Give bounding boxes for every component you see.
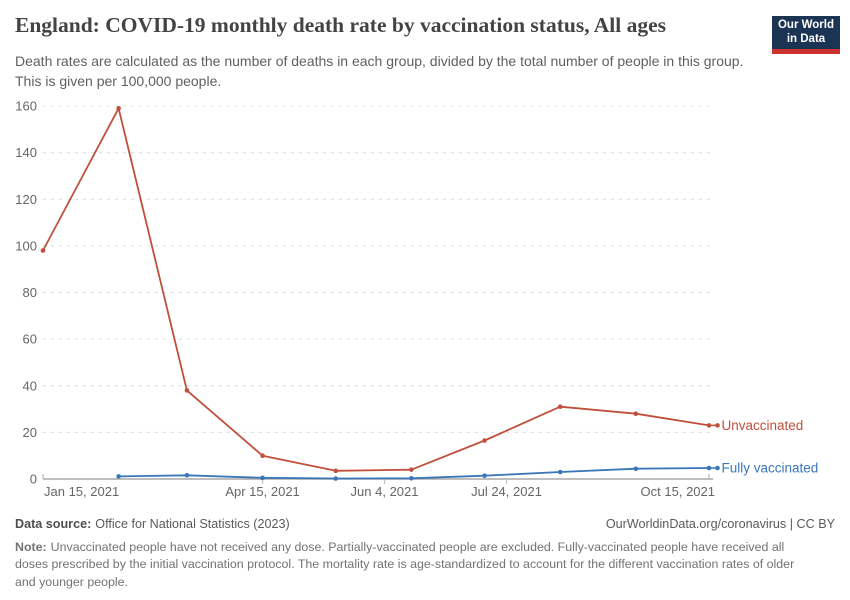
series-label-unvaccinated: Unvaccinated (722, 418, 804, 433)
series-line-unvaccinated (42, 107, 710, 472)
x-tick-label: Jul 24, 2021 (471, 484, 542, 499)
data-point-unvaccinated (40, 248, 46, 253)
owid-logo-line2: in Data (786, 32, 826, 45)
page-title: England: COVID-19 monthly death rate by … (15, 13, 667, 37)
label-dot-fully-vaccinated (715, 465, 720, 471)
y-tick-label: 100 (15, 238, 37, 253)
data-source-text: Office for National Statistics (2023) (95, 517, 290, 531)
y-tick-label: 0 (30, 472, 37, 487)
x-tick-label: Jun 4, 2021 (351, 484, 419, 499)
owid-logo[interactable]: Our World in Data (772, 16, 840, 54)
y-tick-label: 140 (15, 145, 37, 160)
note-text: Unvaccinated people have not received an… (15, 540, 795, 589)
y-tick-label: 80 (23, 285, 37, 300)
data-point-fully-vaccinated (116, 474, 121, 479)
footer-note: Note: Unvaccinated people have not receiv… (15, 539, 817, 591)
x-tick-label: Oct 15, 2021 (641, 484, 715, 499)
note-label: Note: (15, 540, 47, 554)
data-point-unvaccinated (482, 438, 487, 443)
data-point-unvaccinated (633, 411, 639, 417)
label-dot-unvaccinated (715, 423, 720, 428)
data-point-fully-vaccinated (557, 469, 563, 475)
y-tick-label: 160 (15, 99, 37, 114)
y-tick-label: 20 (23, 425, 37, 440)
footer-source-row: Data source: Office for National Statisti… (15, 517, 835, 531)
owid-logo-line1: Our World (777, 19, 834, 31)
data-point-fully-vaccinated (260, 475, 265, 481)
data-point-fully-vaccinated (409, 476, 414, 481)
data-source-label: Data source: (15, 517, 92, 531)
footer-separator: | (786, 517, 797, 531)
data-point-unvaccinated (116, 106, 121, 111)
x-tick-label: Apr 15, 2021 (225, 484, 299, 499)
data-point-unvaccinated (557, 404, 563, 410)
data-point-fully-vaccinated (482, 473, 487, 479)
y-tick-label: 60 (23, 332, 37, 347)
owid-link[interactable]: OurWorldinData.org/coronavirus (605, 517, 787, 531)
y-tick-label: 40 (23, 378, 37, 393)
data-source: Data source: Office for National Statisti… (15, 517, 290, 531)
data-point-fully-vaccinated (333, 476, 339, 481)
data-point-fully-vaccinated (633, 466, 639, 472)
data-point-unvaccinated (409, 467, 414, 472)
y-tick-label: 120 (15, 192, 37, 207)
data-point-unvaccinated (333, 468, 339, 474)
series-label-fully-vaccinated: Fully vaccinated (722, 461, 819, 476)
footer-links: OurWorldinData.org/coronavirus | CC BY (606, 517, 835, 531)
x-tick-label: Jan 15, 2021 (44, 484, 119, 499)
data-point-fully-vaccinated (184, 472, 190, 478)
chart-subtitle: Death rates are calculated as the number… (15, 53, 744, 89)
license-link[interactable]: CC BY (796, 517, 836, 531)
data-point-unvaccinated (260, 453, 265, 458)
data-point-unvaccinated (184, 388, 190, 393)
